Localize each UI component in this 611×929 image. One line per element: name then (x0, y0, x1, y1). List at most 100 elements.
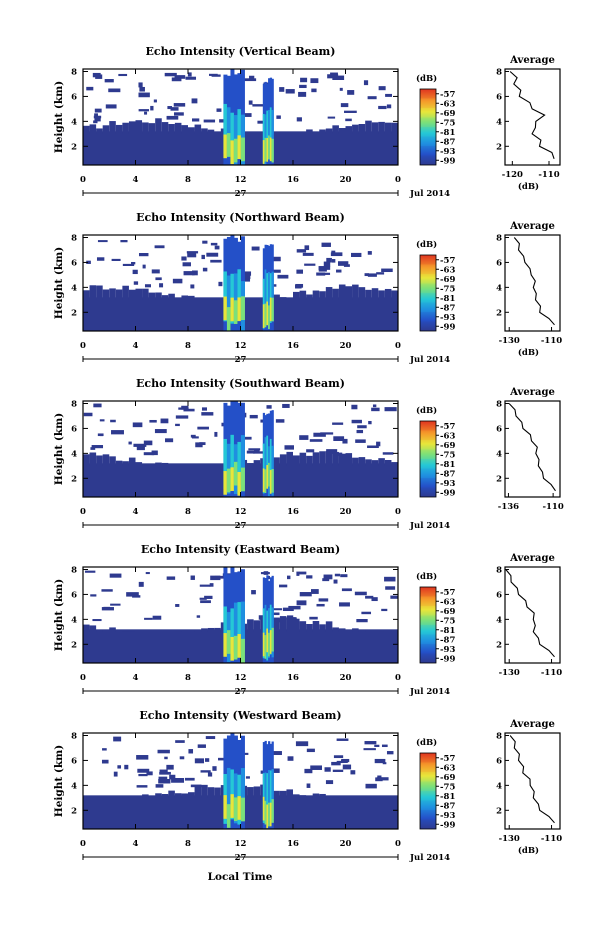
echo-cell (286, 451, 293, 466)
echo-cell (391, 290, 398, 300)
echo-speckle (279, 87, 285, 92)
echo-speckle (372, 404, 377, 408)
echo-cell (325, 450, 333, 466)
echo-speckle (201, 407, 207, 411)
echo-cell (358, 629, 366, 632)
colorbar-tick-label: -99 (440, 820, 455, 830)
echo-column-core (233, 273, 238, 324)
echo-speckle (361, 611, 372, 615)
echo-cell (358, 123, 366, 134)
echo-cell (247, 787, 254, 798)
y-tick-label: 2 (71, 640, 77, 650)
echo-column-core (223, 606, 228, 657)
echo-cell (135, 288, 143, 300)
echo-speckle (101, 607, 114, 611)
colorbar-tick-label: -63 (440, 265, 455, 275)
echo-column-core (266, 628, 269, 653)
echo-speckle (175, 415, 189, 419)
echo-speckle (136, 785, 148, 788)
echo-speckle (210, 575, 221, 581)
panel-title: Echo Intensity (Vertical Beam) (145, 45, 335, 58)
echo-speckle (331, 259, 336, 263)
echo-speckle (173, 103, 186, 107)
echo-column-core (264, 137, 267, 162)
echo-speckle (322, 578, 330, 582)
echo-cell (352, 457, 359, 466)
echo-speckle (340, 574, 348, 578)
echo-column-core (230, 608, 235, 659)
echo-speckle (306, 575, 313, 579)
echo-cell (207, 787, 215, 798)
echo-speckle (381, 608, 388, 612)
echo-speckle (171, 77, 182, 82)
echo-column-core (233, 797, 238, 822)
echo-speckle (150, 105, 154, 111)
echo-speckle (201, 254, 205, 260)
echo-cell (358, 457, 366, 466)
echo-speckle (267, 269, 281, 273)
echo-cell (83, 454, 90, 466)
echo-column-core (266, 110, 269, 161)
x-tick-label: 12 (235, 507, 247, 517)
echo-cell (253, 620, 261, 632)
echo-speckle (340, 103, 349, 108)
echo-speckle (275, 419, 285, 423)
echo-speckle (122, 263, 135, 266)
x-tick-label: 0 (395, 175, 401, 185)
echo-speckle (171, 778, 185, 783)
echo-speckle (149, 419, 157, 423)
echo-cell (371, 122, 379, 134)
echo-cell (135, 120, 143, 134)
echo-speckle (347, 90, 355, 95)
echo-cell (371, 288, 379, 300)
echo-cell (161, 122, 169, 134)
echo-column-core (226, 468, 231, 493)
echo-column-core (268, 462, 271, 487)
echo-speckle (155, 277, 162, 281)
echo-speckle (166, 115, 179, 120)
echo-column-core (271, 297, 274, 322)
echo-cell (207, 129, 215, 134)
echo-cell (352, 124, 359, 134)
echo-cell (83, 624, 90, 632)
echo-cell (332, 125, 339, 134)
echo-speckle (131, 261, 136, 265)
colorbar-tick-label: -75 (440, 118, 455, 128)
echo-speckle (356, 619, 368, 623)
echo-cell (109, 627, 116, 632)
echo-speckle (321, 242, 331, 247)
echo-cell (96, 630, 103, 632)
panel-4: Echo Intensity (Westward Beam) 2 4 6 8 Height… (53, 709, 562, 863)
colorbar-tick-label: -57 (440, 422, 455, 432)
echo-cell (122, 285, 129, 300)
colorbar-tick-label: -57 (440, 256, 455, 266)
day-label: 27 (235, 521, 247, 531)
echo-speckle (239, 436, 252, 440)
echo-speckle (295, 741, 309, 747)
x-tick-label: 20 (340, 341, 352, 351)
echo-speckle (133, 443, 147, 447)
echo-column-core (271, 271, 274, 322)
colorbar-tick-label: -69 (440, 607, 455, 617)
echo-cell (312, 132, 320, 134)
echo-cell (128, 121, 136, 134)
x-tick-label: 8 (185, 507, 191, 517)
profile-y-tick-label: 8 (496, 731, 502, 741)
colorbar-tick-label: -69 (440, 773, 455, 783)
profile-x-tick-label: -130 (499, 336, 520, 346)
echo-speckle (90, 594, 97, 597)
echo-speckle (160, 418, 169, 424)
echo-speckle (170, 107, 179, 111)
echo-cell (293, 794, 300, 798)
echo-column-core (271, 109, 274, 160)
echo-column-core (271, 138, 274, 163)
echo-cell (384, 122, 392, 134)
echo-cell (378, 290, 385, 300)
echo-speckle (350, 770, 356, 775)
echo-column-core (264, 635, 267, 659)
colorbar-tick-label: -69 (440, 275, 455, 285)
echo-speckle (300, 77, 308, 83)
echo-speckle (363, 748, 376, 751)
colorbar-tick-label: -87 (440, 137, 455, 147)
echo-cell (319, 793, 326, 798)
